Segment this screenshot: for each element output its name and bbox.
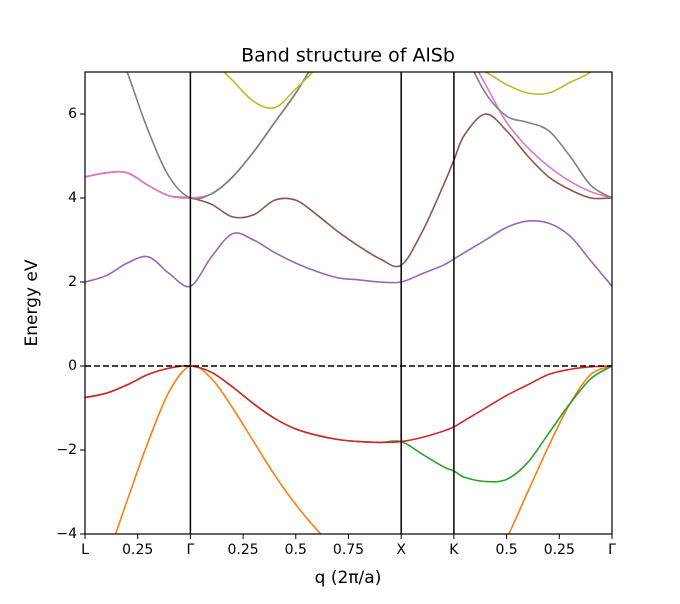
x-tick-label: 0.5 bbox=[285, 542, 307, 558]
y-tick-label: 6 bbox=[68, 106, 77, 122]
x-tick-label: 0.25 bbox=[228, 542, 259, 558]
band-line bbox=[222, 72, 593, 110]
band-line bbox=[85, 365, 612, 444]
x-tick-label: 0.25 bbox=[122, 542, 153, 558]
y-tick-label: −2 bbox=[56, 442, 77, 458]
plot-area bbox=[85, 72, 612, 534]
y-tick-label: −4 bbox=[56, 526, 77, 542]
band-line bbox=[114, 364, 612, 534]
band-line bbox=[85, 72, 612, 199]
y-tick-label: 0 bbox=[68, 358, 77, 374]
x-axis-label: q (2π/a) bbox=[315, 568, 382, 588]
x-tick-label: Γ bbox=[186, 542, 194, 558]
x-tick-label: Γ bbox=[608, 542, 616, 558]
band-line bbox=[126, 72, 612, 200]
y-axis-label: Energy eV bbox=[22, 259, 42, 346]
chart-title: Band structure of AlSb bbox=[241, 45, 455, 67]
x-tick-label: 0.5 bbox=[495, 542, 517, 558]
x-tick-label: K bbox=[449, 542, 459, 558]
x-tick-label: 0.75 bbox=[333, 542, 364, 558]
x-tick-label: 0.25 bbox=[544, 542, 575, 558]
y-tick-label: 2 bbox=[68, 274, 77, 290]
band-line bbox=[85, 219, 612, 288]
x-tick-label: X bbox=[396, 542, 406, 558]
x-tick-label: L bbox=[81, 542, 89, 558]
y-tick-label: 4 bbox=[68, 190, 77, 206]
